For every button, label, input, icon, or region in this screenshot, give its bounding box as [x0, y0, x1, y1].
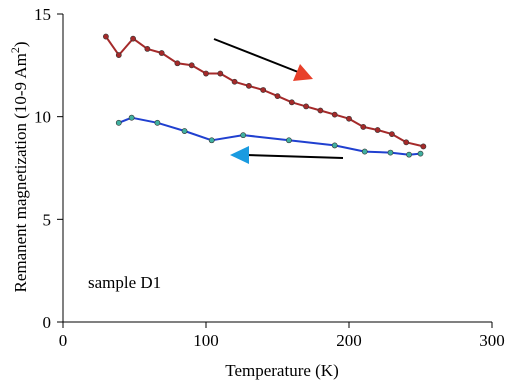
data-point	[388, 131, 395, 138]
series-layer	[103, 33, 427, 158]
data-point	[144, 46, 151, 52]
y-axis-title-close: )	[11, 41, 30, 47]
data-point	[403, 139, 410, 146]
data-point	[115, 52, 122, 58]
x-tick-label: 300	[479, 331, 505, 350]
series-2	[115, 114, 424, 158]
data-point	[317, 107, 324, 114]
data-point	[260, 87, 267, 93]
data-point	[245, 82, 252, 89]
data-point	[331, 142, 338, 149]
cooling-arrow-shaft	[213, 38, 299, 73]
series-1	[103, 33, 427, 150]
data-point	[331, 111, 338, 118]
data-point	[274, 93, 281, 100]
y-tick-label: 10	[34, 108, 51, 127]
x-axis-title: Temperature (K)	[225, 361, 339, 380]
data-point	[387, 149, 394, 156]
y-axis-title-superscript: 2	[8, 47, 22, 53]
data-point	[130, 35, 136, 42]
x-tick-label: 100	[193, 331, 219, 350]
warming-arrow-shaft	[245, 154, 344, 159]
sample-annotation: sample D1	[88, 273, 161, 292]
ticks: 0 100 200 300 0 5 10 15	[34, 5, 505, 350]
data-point	[288, 99, 295, 106]
data-point	[154, 119, 161, 126]
data-point	[174, 60, 181, 67]
data-point	[208, 137, 215, 144]
data-point	[231, 78, 238, 85]
data-point	[115, 119, 122, 126]
axes	[62, 14, 492, 323]
y-axis-title: Remanent magnetization (10-9 Am2)	[8, 41, 30, 292]
data-point	[346, 115, 352, 122]
data-point	[420, 143, 427, 150]
y-tick-label: 15	[34, 5, 51, 24]
data-point	[217, 70, 224, 77]
y-tick-label: 0	[43, 313, 52, 332]
series-line	[118, 116, 421, 156]
data-point	[361, 148, 368, 155]
y-axis-title-main: Remanent magnetization (10-9 Am	[11, 53, 30, 292]
x-tick-label: 200	[336, 331, 362, 350]
y-tick-label: 5	[43, 210, 52, 229]
warming-arrow-head	[230, 146, 249, 164]
x-tick-label: 0	[59, 331, 68, 350]
cooling-arrow-head	[293, 64, 313, 81]
data-point	[417, 150, 424, 157]
data-point	[103, 33, 109, 40]
data-point	[406, 151, 412, 158]
data-point	[188, 62, 195, 69]
data-point	[374, 127, 381, 133]
data-point	[181, 128, 188, 134]
data-point	[158, 50, 165, 56]
data-point	[128, 114, 135, 121]
data-point	[240, 132, 247, 139]
data-point	[286, 137, 292, 144]
data-point	[303, 103, 309, 110]
data-point	[203, 70, 209, 77]
arrows	[213, 38, 344, 164]
data-point	[360, 124, 367, 130]
